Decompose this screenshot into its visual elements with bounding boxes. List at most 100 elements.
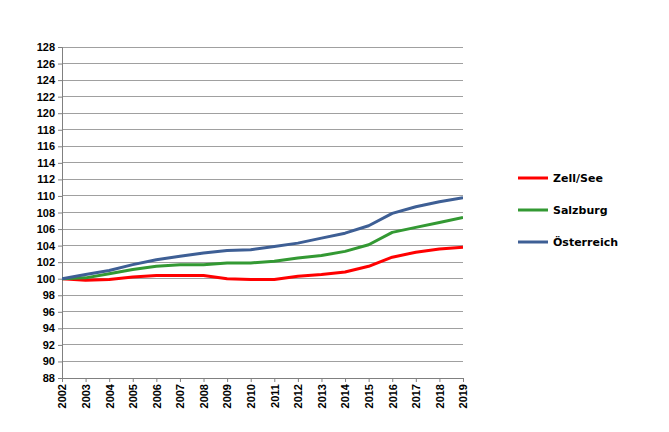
y-tick: 120 — [37, 107, 62, 119]
x-tick-label: 2018 — [434, 384, 446, 408]
x-tick: 2003 — [80, 378, 92, 408]
y-tick-mark — [58, 279, 62, 280]
x-tick-mark — [416, 378, 417, 382]
x-axis: 2002 2003 2004 2005 2006 2007 2008 2009 2010 2011… — [56, 378, 469, 408]
grid-line — [62, 328, 463, 329]
grid-line — [62, 179, 463, 180]
x-tick: 2005 — [127, 378, 139, 408]
x-tick: 2007 — [174, 378, 186, 408]
grid-line — [62, 245, 463, 246]
x-tick-label: 2015 — [363, 384, 375, 408]
y-tick-label: 122 — [37, 91, 55, 103]
x-tick-label: 2004 — [104, 383, 116, 408]
y-tick-label: 118 — [37, 124, 55, 136]
y-tick: 88 — [43, 372, 62, 384]
x-tick: 2002 — [56, 378, 68, 408]
y-tick-label: 126 — [37, 58, 55, 70]
y-tick-mark — [58, 130, 62, 131]
y-tick-mark — [58, 246, 62, 247]
x-tick-mark — [133, 378, 134, 382]
x-tick-label: 2013 — [316, 384, 328, 408]
x-tick: 2004 — [104, 378, 116, 408]
y-tick-label: 104 — [37, 240, 56, 252]
x-tick-mark — [369, 378, 370, 382]
grid-line — [62, 80, 463, 81]
y-tick-label: 114 — [37, 157, 56, 169]
x-tick-mark — [298, 378, 299, 382]
y-tick-label: 92 — [43, 339, 55, 351]
legend-swatch — [518, 177, 548, 180]
y-tick: 94 — [43, 322, 62, 334]
y-tick-mark — [58, 80, 62, 81]
y-tick-mark — [58, 361, 62, 362]
grid-line — [62, 129, 463, 130]
x-tick: 2016 — [387, 378, 399, 408]
legend-label: Österreich — [553, 235, 618, 249]
x-tick: 2013 — [316, 378, 328, 408]
grid-line — [62, 212, 463, 213]
y-tick-label: 90 — [43, 355, 55, 367]
y-tick: 108 — [37, 207, 62, 219]
grid-line — [62, 311, 463, 312]
legend-label: Salzburg — [553, 204, 608, 217]
x-tick-mark — [463, 378, 464, 382]
y-tick-mark — [58, 229, 62, 230]
legend-swatch — [518, 241, 548, 244]
x-tick: 2018 — [434, 378, 446, 408]
x-tick: 2015 — [363, 378, 375, 408]
grid-line — [62, 295, 463, 296]
legend-swatch — [518, 209, 548, 212]
y-tick-label: 110 — [37, 190, 55, 202]
x-tick-label: 2007 — [174, 384, 186, 408]
y-tick-label: 98 — [43, 289, 55, 301]
chart: 8890929496981001021041061081101121141161… — [0, 0, 669, 432]
grid-line — [62, 47, 463, 48]
y-tick-label: 116 — [37, 140, 55, 152]
y-tick-mark — [58, 262, 62, 263]
y-tick: 104 — [37, 240, 62, 252]
x-tick: 2012 — [292, 378, 304, 408]
x-tick-mark — [439, 378, 440, 382]
x-tick-mark — [204, 378, 205, 382]
y-tick-mark — [58, 47, 62, 48]
grid-line — [62, 96, 463, 97]
y-tick-mark — [58, 64, 62, 65]
y-tick-label: 128 — [37, 41, 55, 53]
y-tick: 116 — [37, 140, 62, 152]
x-tick: 2006 — [151, 378, 163, 408]
x-axis-line — [63, 379, 464, 383]
x-tick-label: 2008 — [198, 384, 210, 408]
x-tick-mark — [62, 378, 63, 382]
x-tick-label: 2011 — [269, 384, 281, 408]
x-tick-mark — [109, 378, 110, 382]
y-tick: 128 — [37, 41, 62, 53]
x-tick-label: 2006 — [151, 384, 163, 408]
y-tick-mark — [58, 146, 62, 147]
x-tick-label: 2016 — [387, 384, 399, 408]
y-tick-mark — [58, 312, 62, 313]
grid-line — [62, 344, 463, 345]
x-tick-label: 2010 — [245, 384, 257, 408]
series-line — [62, 247, 463, 280]
grid-line — [62, 162, 463, 163]
series-line — [62, 198, 463, 279]
y-tick-mark — [58, 179, 62, 180]
y-tick-mark — [58, 113, 62, 114]
y-tick: 100 — [37, 273, 62, 285]
x-tick: 2008 — [198, 378, 210, 408]
y-tick-label: 108 — [37, 207, 55, 219]
y-axis: 8890929496981001021041061081101121141161… — [37, 41, 63, 384]
y-tick-mark — [58, 295, 62, 296]
grid-line — [62, 195, 463, 196]
y-tick: 90 — [43, 355, 62, 367]
y-tick-mark — [58, 328, 62, 329]
x-tick-mark — [86, 378, 87, 382]
y-tick: 92 — [43, 339, 62, 351]
grid-line — [62, 63, 463, 64]
y-tick-label: 106 — [37, 223, 55, 235]
x-tick-mark — [345, 378, 346, 382]
y-tick-label: 120 — [37, 107, 55, 119]
y-tick: 124 — [37, 74, 62, 86]
x-tick: 2009 — [221, 378, 233, 408]
x-tick-label: 2009 — [221, 384, 233, 408]
